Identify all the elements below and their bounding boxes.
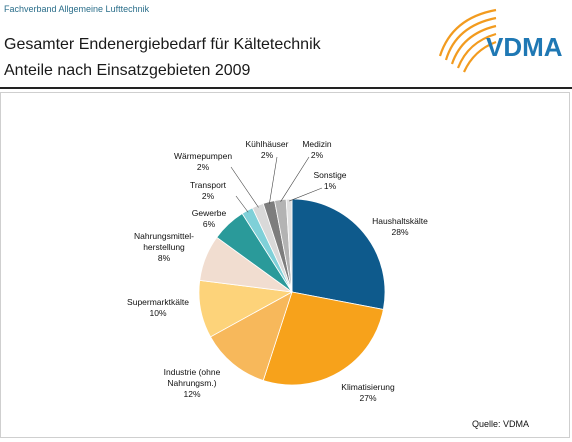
vdma-logo: VDMA	[438, 8, 563, 73]
slice-label-4-1: herstellung	[143, 242, 185, 252]
slice-label-4-2: 8%	[158, 253, 171, 263]
slice-label-10-1: 1%	[324, 181, 337, 191]
slice-label-10-0: Sonstige	[313, 170, 346, 180]
leader-line-10	[289, 187, 323, 202]
slice-label-8-1: 2%	[261, 150, 274, 160]
page-title: Gesamter Endenergiebedarf für Kältetechn…	[4, 36, 321, 53]
header-divider	[0, 87, 572, 89]
slice-label-5-0: Gewerbe	[192, 208, 227, 218]
slice-label-9-1: 2%	[311, 150, 324, 160]
leader-line-6	[235, 195, 249, 213]
slice-label-1-1: 27%	[359, 393, 376, 403]
slice-label-0-1: 28%	[391, 227, 408, 237]
page-header: Fachverband Allgemeine Lufttechnik Gesam…	[0, 0, 572, 92]
logo-text: VDMA	[486, 32, 563, 62]
leader-line-9	[280, 156, 310, 202]
pie-slice-1	[262, 291, 384, 386]
slice-label-1-0: Klimatisierung	[341, 382, 395, 392]
logo-arcs-icon	[438, 8, 497, 73]
slice-label-2-0: Industrie (ohne	[164, 367, 221, 377]
pie-slice-2	[209, 291, 293, 381]
slice-label-2-2: 12%	[183, 389, 200, 399]
page-subtitle: Anteile nach Einsatzgebieten 2009	[4, 62, 251, 79]
slice-label-8-0: Kühlhäuser	[245, 139, 288, 149]
slice-label-9-0: Medizin	[302, 139, 332, 149]
chart-source: Quelle: VDMA	[472, 419, 530, 429]
leader-line-7	[230, 166, 259, 208]
pie-slice-0	[291, 198, 386, 310]
pie-slices	[198, 198, 386, 386]
slice-label-7-1: 2%	[197, 162, 210, 172]
slice-label-4-0: Nahrungsmittel-	[134, 231, 194, 241]
chart-frame	[0, 92, 570, 438]
slice-label-6-0: Transport	[190, 180, 227, 190]
slice-label-7-0: Wärmepumpen	[174, 151, 232, 161]
slice-label-0-0: Haushaltskälte	[372, 216, 428, 226]
org-name: Fachverband Allgemeine Lufttechnik	[4, 4, 150, 14]
leader-line-8	[269, 156, 278, 204]
slice-label-6-1: 2%	[202, 191, 215, 201]
slice-label-3-1: 10%	[149, 308, 166, 318]
slice-label-2-1: Nahrungsm.)	[167, 378, 216, 388]
slice-label-5-1: 6%	[203, 219, 216, 229]
pie-slice-10	[285, 198, 293, 293]
slice-label-3-0: Supermarktkälte	[127, 297, 189, 307]
